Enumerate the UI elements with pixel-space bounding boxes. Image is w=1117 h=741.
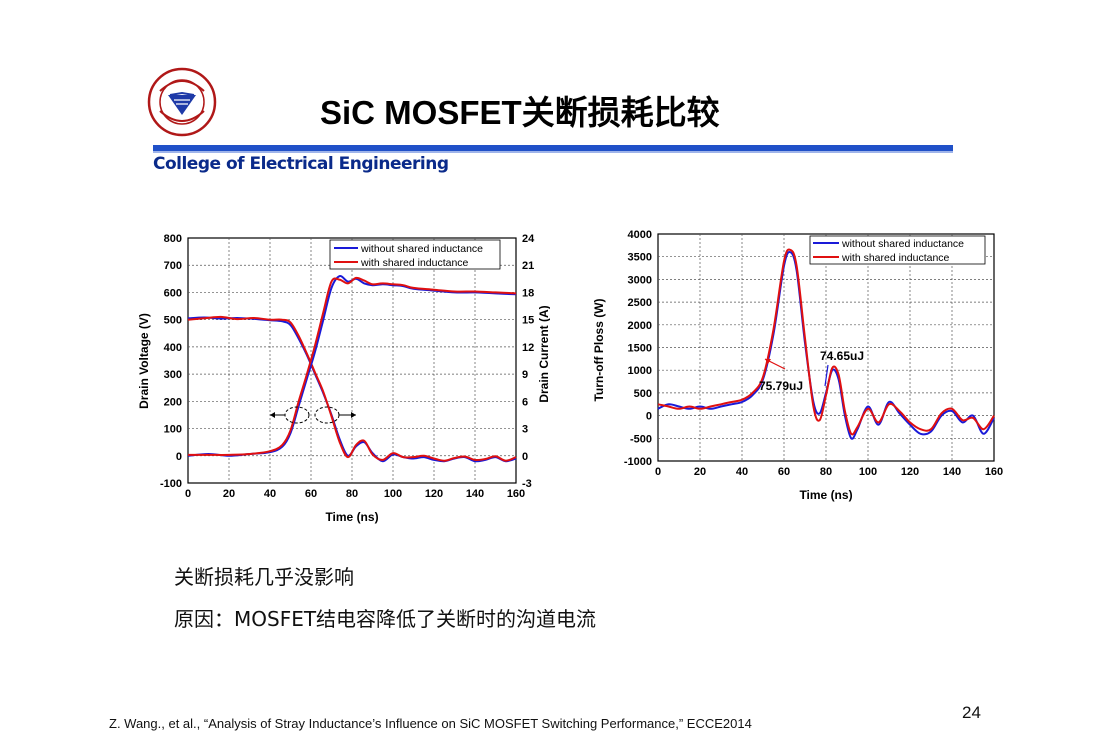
- x-axis-label: Time (ns): [799, 488, 852, 502]
- x-tick-label: 40: [736, 466, 748, 478]
- overlap-markers: [270, 406, 356, 424]
- y-tick-label: 700: [164, 260, 182, 272]
- y-tick-label: 200: [164, 396, 182, 408]
- x-tick-label: 60: [778, 466, 790, 478]
- y-right-tick-label: 6: [522, 396, 528, 408]
- x-tick-label: 40: [264, 488, 276, 500]
- citation: Z. Wang., et al., “Analysis of Stray Ind…: [109, 716, 752, 731]
- header-band-shadow: [153, 151, 953, 153]
- legend-label-blue: without shared inductance: [841, 238, 964, 250]
- y-axis-label-right: Drain Current (A): [537, 305, 550, 402]
- y-right-tick-label: 3: [522, 424, 528, 436]
- annotation-74-65uj: 74.65uJ: [820, 349, 864, 363]
- y-tick-label: -500: [630, 433, 652, 445]
- x-tick-label: 80: [820, 466, 832, 478]
- x-tick-label: 0: [655, 466, 661, 478]
- y-tick-label: -1000: [624, 456, 652, 468]
- bullet-2: 原因：MOSFET结电容降低了关断时的沟道电流: [174, 607, 597, 631]
- y-axis-label: Turn-off Ploss (W): [592, 298, 606, 401]
- x-tick-label: 140: [466, 488, 484, 500]
- x-tick-label: 0: [185, 488, 191, 500]
- x-tick-label: 20: [694, 466, 706, 478]
- chart-legend: without shared inductance with shared in…: [329, 239, 501, 270]
- energy-annotations: 74.65uJ 75.79uJ: [759, 349, 864, 393]
- y-right-tick-label: 18: [522, 287, 534, 299]
- series-line-red: [188, 276, 517, 456]
- x-tick-label: 80: [346, 488, 358, 500]
- y-tick-label: 500: [164, 315, 182, 327]
- y-tick-label: 100: [164, 424, 182, 436]
- y-tick-label: -100: [160, 478, 182, 490]
- y-tick-label: 2500: [628, 297, 652, 309]
- x-tick-label: 160: [985, 466, 1003, 478]
- college-name: College of Electrical Engineering: [153, 154, 449, 174]
- x-tick-label: 60: [305, 488, 317, 500]
- chart-legend: without shared inductance with shared in…: [809, 235, 986, 265]
- x-tick-label: 120: [901, 466, 919, 478]
- x-tick-label: 100: [859, 466, 877, 478]
- y-tick-label: 2000: [628, 320, 652, 332]
- legend-label-red: with shared inductance: [360, 257, 469, 269]
- y-axis-label: Drain Voltage (V): [137, 313, 151, 409]
- y-tick-label: 3000: [628, 274, 652, 286]
- bullet-1: 关断损耗几乎没影响: [174, 565, 354, 589]
- y-right-tick-label: -3: [522, 478, 532, 490]
- x-tick-label: 120: [425, 488, 443, 500]
- y-right-tick-label: 12: [522, 342, 534, 354]
- y-tick-label: 1000: [628, 365, 652, 377]
- y-right-tick-label: 0: [522, 451, 528, 463]
- legend-label-blue: without shared inductance: [360, 243, 483, 255]
- y-tick-label: 600: [164, 287, 182, 299]
- zhejiang-university-logo: [147, 67, 217, 137]
- page-title: SiC MOSFET关断损耗比较: [320, 94, 720, 131]
- series-line-red: [187, 315, 517, 462]
- y-right-tick-label: 9: [522, 369, 528, 381]
- y-right-tick-label: 24: [522, 233, 535, 245]
- header-band: [153, 145, 953, 151]
- y-tick-label: 0: [646, 411, 652, 423]
- y-tick-label: 400: [164, 342, 182, 354]
- x-tick-label: 20: [223, 488, 235, 500]
- y-right-tick-label: 15: [522, 315, 534, 327]
- turnoff-power-loss-chart: -1000-5000500100015002000250030003500400…: [592, 229, 1003, 502]
- y-tick-label: 500: [634, 388, 652, 400]
- y-tick-label: 3500: [628, 252, 652, 264]
- y-tick-label: 0: [176, 451, 182, 463]
- x-tick-label: 160: [507, 488, 525, 500]
- y-tick-label: 800: [164, 233, 182, 245]
- page-number: 24: [962, 703, 981, 722]
- y-right-tick-label: 21: [522, 260, 534, 272]
- annotation-75-79uj: 75.79uJ: [759, 379, 803, 393]
- legend-label-red: with shared inductance: [841, 252, 950, 264]
- series-line-red: [657, 248, 995, 436]
- y-tick-label: 4000: [628, 229, 652, 241]
- y-tick-label: 300: [164, 369, 182, 381]
- x-axis-label: Time (ns): [325, 510, 378, 524]
- x-tick-label: 140: [943, 466, 961, 478]
- y-tick-label: 1500: [628, 343, 652, 355]
- x-tick-label: 100: [384, 488, 402, 500]
